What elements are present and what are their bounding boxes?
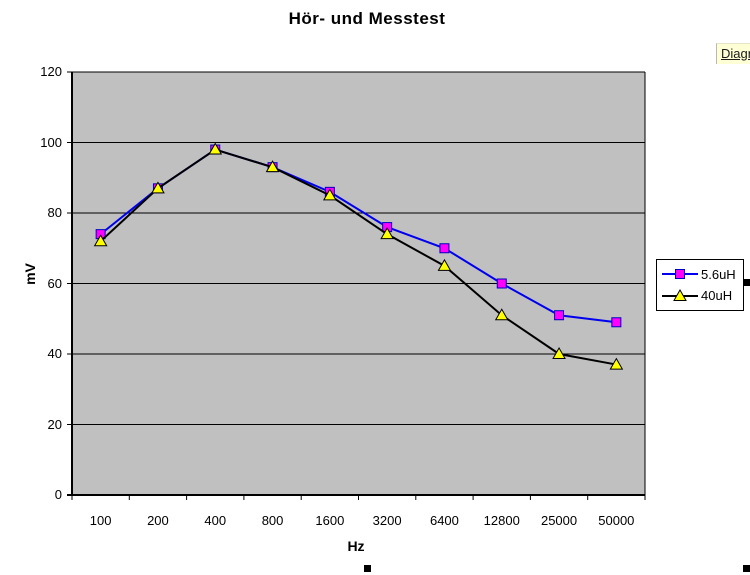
data-point-marker[interactable] — [609, 357, 624, 370]
data-point-marker[interactable] — [151, 181, 165, 194]
y-tick-label: 100 — [40, 134, 62, 150]
data-point-marker[interactable] — [554, 310, 565, 321]
x-tick-label: 12800 — [483, 513, 520, 528]
y-tick-label: 80 — [47, 205, 62, 220]
drag-handle-bottom-right[interactable] — [743, 565, 750, 572]
x-tick-label: 50000 — [598, 513, 635, 528]
data-point-marker[interactable] — [93, 234, 108, 247]
data-point-marker[interactable] — [552, 346, 566, 359]
series-line-40uH[interactable] — [99, 148, 617, 366]
y-tick-label: 120 — [40, 64, 62, 79]
data-point-marker[interactable] — [437, 258, 452, 271]
data-point-marker[interactable] — [322, 188, 337, 201]
data-point-marker[interactable] — [265, 160, 280, 173]
data-point-marker[interactable] — [494, 308, 509, 321]
drag-handle-right-middle[interactable] — [743, 279, 750, 286]
y-axis-title: mV — [22, 263, 38, 285]
x-tick-label: 3200 — [372, 513, 402, 528]
x-tick-label: 800 — [261, 513, 284, 528]
x-tick-label: 25000 — [540, 513, 578, 528]
x-axis-title: Hz — [347, 538, 365, 554]
y-tick-label: 40 — [47, 346, 62, 361]
legend-triangle-marker-icon — [662, 288, 698, 301]
legend-square-marker-icon — [662, 269, 698, 280]
legend[interactable]: 5.6uH 40uH — [656, 259, 744, 311]
data-point-marker[interactable] — [496, 278, 507, 289]
data-point-marker — [673, 288, 687, 301]
legend-label: 5.6uH — [701, 266, 736, 282]
legend-label: 40uH — [701, 288, 733, 304]
data-point-marker — [675, 269, 685, 280]
y-tick-label: 20 — [47, 416, 62, 432]
chart-toolbar-fragment[interactable]: Diagr — [716, 43, 750, 64]
y-tick-label: 0 — [54, 487, 62, 502]
data-point-marker[interactable] — [611, 317, 622, 328]
x-tick-label: 400 — [204, 513, 227, 528]
data-point-marker[interactable] — [380, 227, 395, 240]
x-tick-label: 6400 — [429, 513, 459, 528]
x-tick-label: 1600 — [315, 513, 345, 528]
chart-title: Hör- und Messtest — [288, 9, 446, 28]
x-tick-label: 100 — [89, 513, 112, 528]
x-tick-label: 200 — [147, 513, 169, 528]
data-point-marker[interactable] — [439, 243, 450, 254]
y-tick-label: 60 — [47, 275, 62, 291]
legend-entry: 40uH — [661, 288, 743, 303]
data-point-marker[interactable] — [208, 142, 223, 155]
drag-handle-bottom-center[interactable] — [364, 565, 371, 572]
legend-entry: 5.6uH — [661, 267, 743, 282]
